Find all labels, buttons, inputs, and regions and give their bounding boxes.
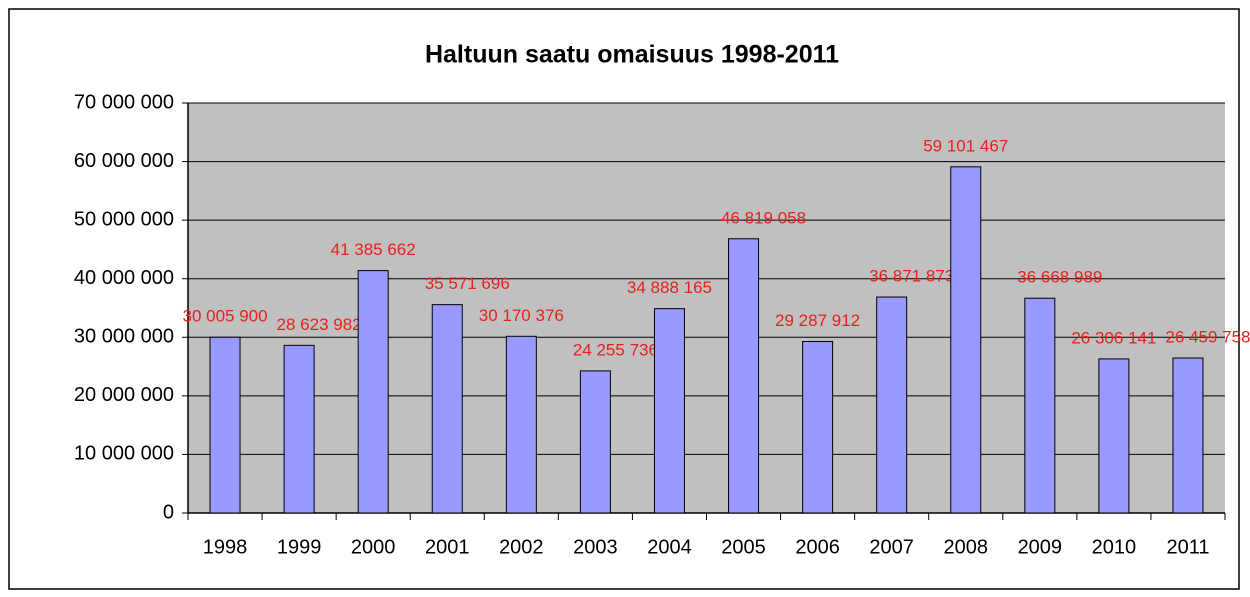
x-tick-label: 2004 bbox=[647, 536, 692, 558]
data-label: 46 819 058 bbox=[721, 208, 806, 227]
data-label: 30 005 900 bbox=[182, 307, 267, 326]
data-label: 29 287 912 bbox=[775, 311, 860, 330]
bar bbox=[1172, 357, 1204, 514]
y-tick-label: 10 000 000 bbox=[74, 443, 174, 465]
data-label: 34 888 165 bbox=[627, 278, 712, 297]
x-tick-label: 2001 bbox=[425, 536, 470, 558]
x-tick-label: 2008 bbox=[944, 536, 989, 558]
bar bbox=[505, 335, 537, 514]
bar bbox=[1024, 297, 1056, 514]
x-tick-label: 2007 bbox=[869, 536, 914, 558]
data-label: 26 459 758 bbox=[1165, 328, 1250, 347]
y-tick-label: 70 000 000 bbox=[74, 91, 174, 113]
y-tick-label: 30 000 000 bbox=[74, 326, 174, 348]
y-tick-label: 60 000 000 bbox=[74, 150, 174, 172]
x-tick-label: 2005 bbox=[721, 536, 766, 558]
data-label: 26 306 141 bbox=[1071, 328, 1156, 347]
y-tick-label: 40 000 000 bbox=[74, 267, 174, 289]
x-tick-label: 2002 bbox=[499, 536, 544, 558]
x-tick-label: 1999 bbox=[277, 536, 322, 558]
bar bbox=[1098, 358, 1130, 514]
bar bbox=[876, 296, 908, 514]
data-label: 41 385 662 bbox=[331, 240, 416, 259]
data-label: 30 170 376 bbox=[479, 306, 564, 325]
data-label: 28 623 982 bbox=[277, 315, 362, 334]
x-tick-label: 2006 bbox=[795, 536, 840, 558]
x-tick-label: 2000 bbox=[351, 536, 396, 558]
bar bbox=[357, 270, 389, 514]
x-tick-label: 2010 bbox=[1092, 536, 1137, 558]
bar bbox=[653, 308, 685, 514]
data-label: 59 101 467 bbox=[923, 136, 1008, 155]
y-tick-label: 0 bbox=[163, 501, 174, 523]
y-tick-label: 20 000 000 bbox=[74, 384, 174, 406]
data-label: 36 668 989 bbox=[1017, 268, 1102, 287]
x-tick-label: 2009 bbox=[1018, 536, 1063, 558]
bar bbox=[950, 166, 982, 514]
x-tick-label: 2011 bbox=[1166, 536, 1209, 558]
bar bbox=[431, 304, 463, 514]
bar bbox=[283, 344, 315, 514]
bar bbox=[209, 336, 241, 514]
plot-area bbox=[188, 103, 1225, 513]
x-tick-label: 1998 bbox=[203, 536, 248, 558]
data-label: 35 571 696 bbox=[425, 274, 510, 293]
bar bbox=[728, 238, 760, 514]
data-label: 36 871 873 bbox=[869, 267, 954, 286]
y-tick-label: 50 000 000 bbox=[74, 208, 174, 230]
x-tick-label: 2003 bbox=[573, 536, 618, 558]
data-label: 24 255 736 bbox=[573, 340, 658, 359]
bar bbox=[579, 370, 611, 514]
chart-title: Haltuun saatu omaisuus 1998-2011 bbox=[425, 41, 839, 69]
bar bbox=[802, 340, 834, 514]
